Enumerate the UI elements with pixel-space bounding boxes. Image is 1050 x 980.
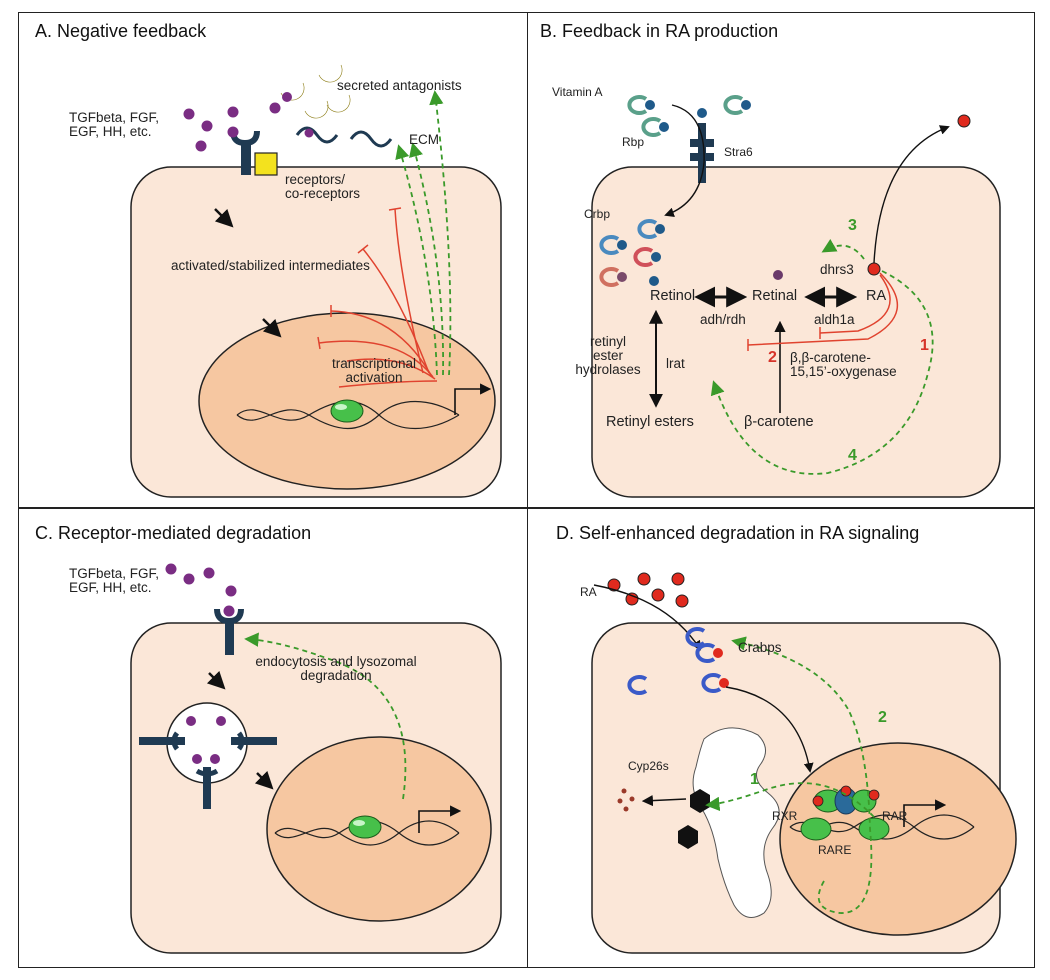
feedback-d — [705, 636, 875, 914]
ligands-c — [165, 563, 237, 617]
label-b-n1: 1 — [920, 337, 929, 354]
feedback-a — [395, 90, 452, 376]
label-d-rare: RARE — [818, 843, 852, 857]
label-a-receptors: receptors/ co-receptors — [285, 172, 361, 201]
label-b-n4: 4 — [848, 447, 857, 464]
label-b-aldh: aldh1a — [814, 312, 855, 327]
rxr-rar-complex — [800, 785, 890, 841]
ra-dot-b — [867, 262, 881, 276]
panel-d-graphics — [591, 572, 1017, 954]
panel-b-graphics — [591, 95, 1001, 498]
promoter-arrow-c — [418, 805, 462, 833]
label-c-ligands: TGFbeta, FGF, EGF, HH, etc. — [69, 566, 160, 595]
panel-c-graphics — [130, 563, 502, 954]
label-b-dhrs3: dhrs3 — [820, 262, 854, 277]
label-b-stra6: Stra6 — [724, 145, 753, 159]
label-b-crbp: Crbp — [584, 207, 611, 221]
feedback-b — [710, 238, 934, 475]
panel-d: D. Self-enhanced degradation in RA signa… — [527, 508, 1035, 968]
ecm-a — [295, 126, 339, 144]
panel-c-title: C. Receptor-mediated degradation — [35, 523, 312, 543]
label-d-cyp: Cyp26s — [628, 759, 669, 773]
crbp-carriers — [599, 219, 665, 287]
ligands-a — [183, 102, 281, 152]
label-b-retinol: Retinol — [650, 288, 696, 304]
label-b-oxygenase: β,β-carotene- 15,15’-oxygenase — [790, 350, 897, 379]
label-b-retinyl-esters: Retinyl esters — [606, 414, 694, 430]
protein-c — [348, 815, 382, 839]
label-d-crabps: Crabps — [738, 640, 782, 655]
label-a-intermediates: activated/stabilized intermediates — [171, 258, 370, 273]
label-d-ra: RA — [580, 585, 597, 599]
co-receptor-a — [254, 152, 278, 176]
receptor-c — [214, 608, 244, 655]
label-b-hydrolases: retinyl ester hydrolases — [575, 334, 641, 377]
cyp26-enzymes — [678, 789, 710, 849]
label-b-lrat: lrat — [666, 356, 685, 371]
label-b-vitamin-a: Vitamin A — [552, 85, 603, 99]
panel-a: A. Negative feedback — [18, 12, 528, 508]
inhibition-a — [317, 207, 438, 388]
protein-a — [330, 399, 364, 423]
label-a-ecm: ECM — [409, 132, 439, 147]
endosome-receptors — [139, 731, 277, 809]
label-a-secreted: secreted antagonists — [337, 78, 462, 93]
label-d-n1: 1 — [750, 771, 759, 788]
label-d-n2: 2 — [878, 709, 887, 726]
label-b-retinal: Retinal — [752, 288, 798, 304]
panel-a-graphics — [130, 64, 502, 498]
ra-dots-d — [607, 572, 689, 608]
promoter-arrow-d — [903, 799, 947, 827]
label-d-rar: RAR — [882, 809, 908, 823]
label-b-adh: adh/rdh — [700, 312, 746, 327]
panel-c: C. Receptor-mediated degradation — [18, 508, 528, 968]
cell-b — [591, 166, 1001, 498]
crabps-carriers — [627, 627, 729, 695]
label-a-ligands: TGFbeta, FGF, EGF, HH, etc. — [69, 110, 160, 139]
degraded-ra — [617, 788, 635, 812]
panel-a-title: A. Negative feedback — [35, 21, 207, 41]
label-b-n3: 3 — [848, 217, 857, 234]
rbp-carriers — [627, 95, 751, 137]
inhibition-b — [747, 272, 899, 351]
label-c-endocytosis: endocytosis and lysozomal degradation — [255, 654, 417, 683]
promoter-arrow-a — [454, 383, 492, 415]
label-b-carotene: β-carotene — [744, 414, 814, 430]
label-b-n2: 2 — [768, 349, 777, 366]
label-b-ra: RA — [866, 288, 887, 304]
label-a-transcription: transcriptional activation — [331, 356, 417, 385]
panel-d-title: D. Self-enhanced degradation in RA signa… — [556, 523, 920, 543]
panel-b-title: B. Feedback in RA production — [540, 21, 779, 41]
panel-b: B. Feedback in RA production — [527, 12, 1035, 508]
label-d-rxr: RXR — [772, 809, 798, 823]
stra6-receptor — [690, 123, 714, 183]
label-b-rbp: Rbp — [622, 135, 645, 149]
